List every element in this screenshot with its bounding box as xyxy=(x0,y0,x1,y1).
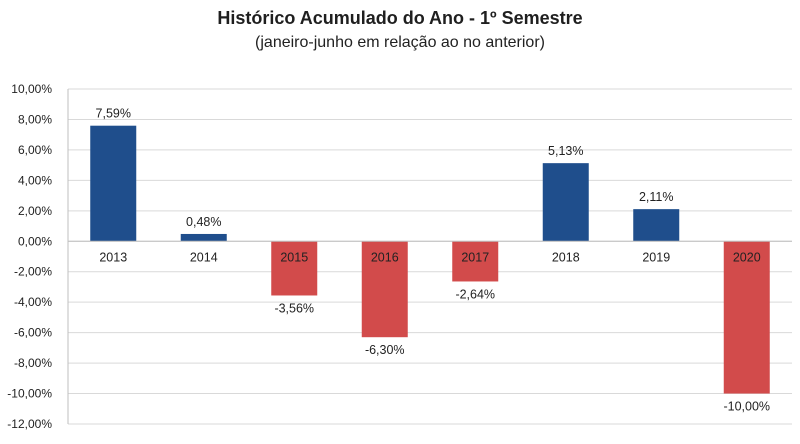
x-tick-label-2018: 2018 xyxy=(552,250,580,264)
data-label-2015: -3,56% xyxy=(274,301,314,315)
y-tick-label: 2,00% xyxy=(18,204,52,218)
y-tick-label: 0,00% xyxy=(18,234,52,248)
data-label-2018: 5,13% xyxy=(548,144,583,158)
x-tick-label-2019: 2019 xyxy=(642,250,670,264)
y-tick-label: -4,00% xyxy=(14,295,52,309)
y-tick-label: -6,00% xyxy=(14,326,52,340)
bar-2019 xyxy=(633,209,680,242)
x-tick-label-2014: 2014 xyxy=(190,250,218,264)
chart-title: Histórico Acumulado do Ano - 1º Semestre xyxy=(217,8,583,28)
y-tick-label: 8,00% xyxy=(18,112,52,126)
data-label-2020: -10,00% xyxy=(723,400,770,414)
data-label-2016: -6,30% xyxy=(365,343,405,357)
bar-2016 xyxy=(361,241,408,338)
bar-2018 xyxy=(542,163,589,242)
bar-2014 xyxy=(180,233,227,242)
data-label-2019: 2,11% xyxy=(639,190,674,204)
bar-2020 xyxy=(723,241,770,394)
y-tick-label: 10,00% xyxy=(11,82,52,96)
chart-subtitle: (janeiro-junho em relação ao no anterior… xyxy=(255,34,545,51)
x-tick-label-2013: 2013 xyxy=(99,250,127,264)
y-tick-label: -10,00% xyxy=(7,387,52,401)
bar-2015 xyxy=(271,241,318,296)
data-label-2017: -2,64% xyxy=(455,287,495,301)
y-tick-label: -2,00% xyxy=(14,265,52,279)
y-tick-label: 4,00% xyxy=(18,173,52,187)
x-tick-label-2016: 2016 xyxy=(371,250,399,264)
y-tick-label: -8,00% xyxy=(14,356,52,370)
y-tick-label: -12,00% xyxy=(7,417,52,431)
data-label-2013: 7,59% xyxy=(96,107,131,121)
y-tick-label: 6,00% xyxy=(18,143,52,157)
x-tick-label-2020: 2020 xyxy=(733,250,761,264)
x-tick-label-2017: 2017 xyxy=(461,250,489,264)
bar-2017 xyxy=(452,241,499,282)
x-tick-label-2015: 2015 xyxy=(280,250,308,264)
data-label-2014: 0,48% xyxy=(186,215,221,229)
bar-2013 xyxy=(90,125,137,242)
